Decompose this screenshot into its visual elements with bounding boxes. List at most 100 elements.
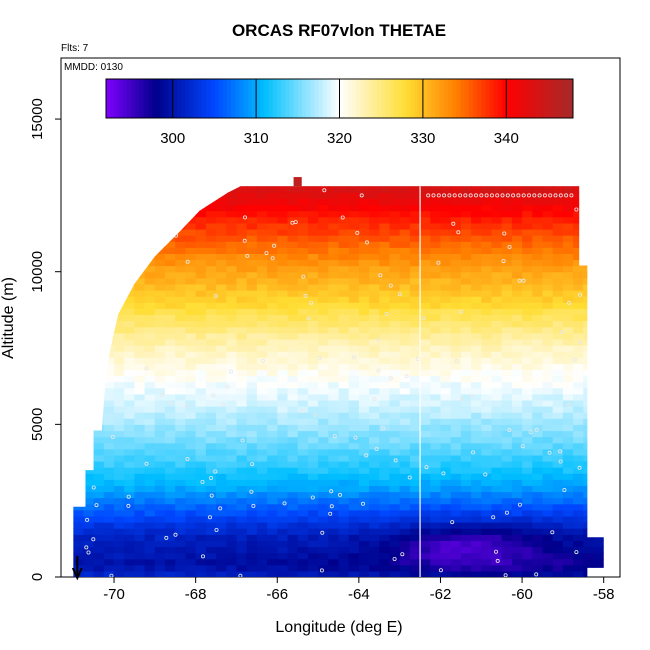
heatmap-cell: [307, 406, 319, 413]
heatmap-cell: [604, 180, 615, 187]
heatmap-cell: [552, 522, 564, 529]
heatmap-cell: [409, 412, 421, 419]
heatmap-cell: [440, 479, 452, 486]
heatmap-cell: [358, 528, 370, 535]
heatmap-cell: [144, 448, 156, 456]
heatmap-cell: [338, 320, 350, 328]
heatmap-cell: [460, 314, 472, 322]
heatmap-cell: [450, 271, 462, 279]
heatmap-cell: [103, 369, 115, 377]
heatmap-cell: [226, 271, 238, 279]
heatmap-cell: [491, 186, 503, 193]
heatmap-cell: [593, 528, 604, 535]
heatmap-cell: [593, 515, 604, 523]
heatmap-cell: [532, 283, 544, 291]
heatmap-cell: [348, 497, 360, 505]
heatmap-cell: [471, 454, 482, 462]
heatmap-cell: [593, 473, 604, 480]
heatmap-cell: [103, 442, 115, 450]
heatmap-cell: [409, 570, 421, 578]
heatmap-cell: [277, 222, 289, 230]
heatmap-cell: [501, 461, 513, 468]
heatmap-cell: [501, 424, 513, 432]
heatmap-cell: [256, 418, 268, 425]
heatmap-cell: [175, 271, 186, 279]
heatmap-cell: [542, 229, 554, 236]
heatmap-cell: [338, 271, 350, 279]
heatmap-cell: [522, 436, 533, 444]
heatmap-cell: [420, 522, 431, 529]
heatmap-cell: [246, 515, 258, 523]
heatmap-cell: [399, 241, 411, 248]
heatmap-cell: [185, 186, 197, 187]
heatmap-cell: [450, 442, 462, 450]
colorbar-swatch: [106, 79, 111, 118]
heatmap-cell: [83, 570, 95, 578]
heatmap-cell: [358, 442, 370, 450]
heatmap-cell: [134, 546, 146, 554]
colorbar-swatch: [135, 79, 140, 118]
heatmap-cell: [481, 436, 493, 444]
observation-point: [306, 316, 311, 321]
heatmap-cell: [287, 351, 299, 358]
colorbar-swatch: [306, 79, 311, 118]
heatmap-cell: [562, 302, 574, 309]
heatmap-cell: [267, 454, 278, 462]
heatmap-cell: [318, 259, 329, 267]
heatmap-cell: [562, 454, 574, 462]
heatmap-cell: [593, 290, 604, 297]
heatmap-cell: [73, 381, 84, 389]
heatmap-cell: [379, 442, 391, 450]
heatmap-cell: [287, 369, 299, 377]
heatmap-cell: [195, 515, 207, 523]
heatmap-cell: [583, 564, 595, 572]
heatmap-cell: [267, 381, 278, 389]
observation-point: [458, 193, 463, 198]
heatmap-cell: [583, 418, 595, 425]
heatmap-cell: [369, 430, 380, 438]
heatmap-cell: [256, 540, 268, 548]
y-tick-label: 15000: [29, 98, 46, 140]
observation-point: [558, 459, 563, 464]
colorbar-swatch: [481, 79, 486, 118]
heatmap-cell: [369, 399, 380, 407]
heatmap-cell: [511, 363, 523, 370]
heatmap-cell: [501, 479, 513, 486]
heatmap-cell: [440, 302, 452, 309]
heatmap-cell: [83, 253, 95, 261]
colorbar-swatch: [326, 79, 332, 118]
heatmap-cell: [369, 375, 380, 383]
heatmap-cell: [573, 308, 584, 315]
heatmap-cell: [542, 290, 554, 297]
heatmap-cell: [236, 369, 248, 377]
heatmap-cell: [144, 290, 156, 297]
heatmap-cell: [124, 210, 135, 218]
heatmap-cell: [287, 186, 299, 187]
heatmap-cell: [114, 253, 125, 261]
heatmap-cell: [471, 290, 482, 297]
heatmap-cell: [450, 412, 462, 419]
heatmap-cell: [205, 345, 217, 352]
heatmap-cell: [440, 253, 452, 261]
heatmap-cell: [205, 247, 217, 254]
heatmap-cell: [542, 399, 554, 407]
heatmap-cell: [267, 247, 278, 254]
heatmap-cell: [175, 186, 186, 187]
heatmap-cell: [522, 375, 533, 383]
colorbar-swatch: [414, 79, 420, 118]
heatmap-cell: [593, 454, 604, 462]
heatmap-cell: [583, 314, 595, 322]
heatmap-cell: [236, 308, 248, 315]
heatmap-cell: [236, 461, 248, 468]
heatmap-cell: [195, 283, 207, 291]
heatmap-cell: [195, 338, 207, 346]
heatmap-cell: [471, 509, 482, 517]
heatmap-cell: [307, 338, 319, 346]
heatmap-cell: [430, 448, 442, 456]
heatmap-cell: [379, 186, 391, 187]
heatmap-cell: [501, 515, 513, 523]
heatmap-cell: [491, 369, 503, 377]
heatmap-cell: [430, 497, 442, 505]
heatmap-cell: [83, 479, 95, 486]
heatmap-cell: [73, 345, 84, 352]
